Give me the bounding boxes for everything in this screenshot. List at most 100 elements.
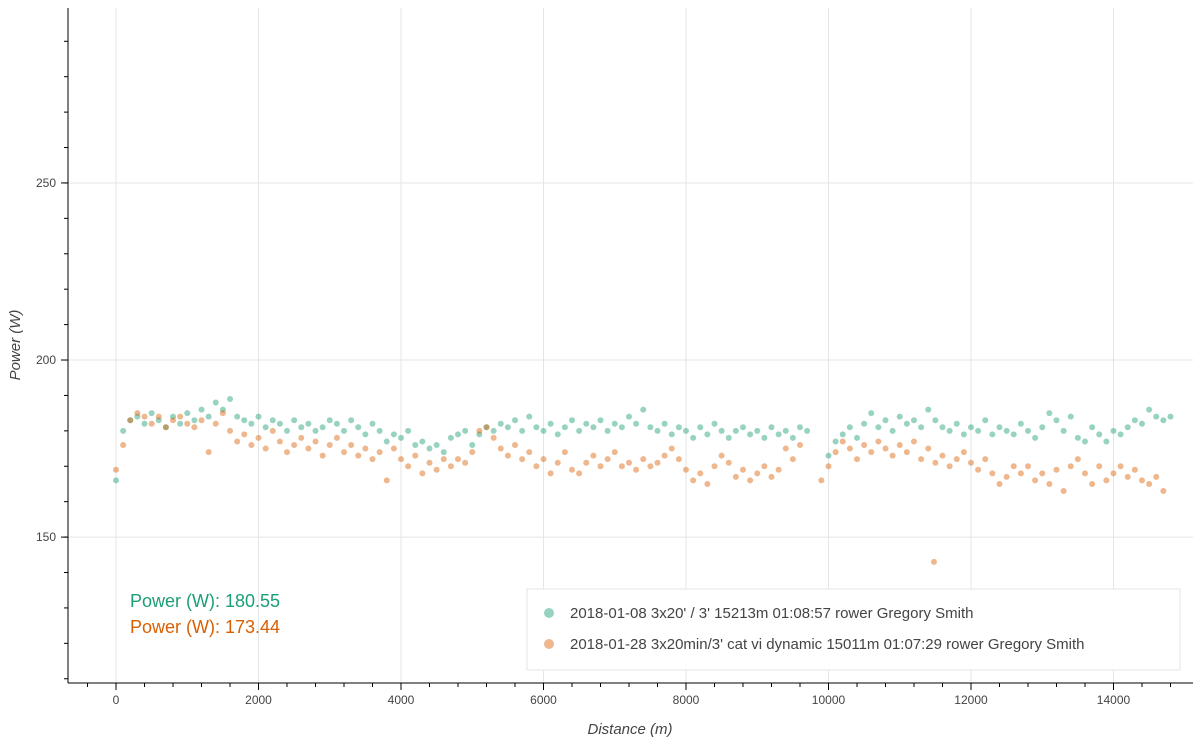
y-axis-title: Power (W) (7, 310, 24, 381)
data-point (476, 427, 483, 434)
data-point (462, 427, 469, 434)
data-point (341, 449, 348, 456)
data-point (590, 424, 597, 431)
data-point (305, 420, 312, 427)
data-point (184, 410, 191, 417)
data-point (654, 459, 661, 466)
data-point (1032, 434, 1039, 441)
data-point (675, 456, 682, 463)
data-point (668, 445, 675, 452)
data-point (604, 427, 611, 434)
data-point (654, 427, 661, 434)
data-point (1110, 470, 1117, 477)
data-point (333, 434, 340, 441)
data-point (348, 417, 355, 424)
data-point (675, 424, 682, 431)
data-point (1074, 456, 1081, 463)
data-point (1153, 413, 1160, 420)
data-point (312, 427, 319, 434)
legend-label-series-1[interactable]: 2018-01-08 3x20' / 3' 15213m 01:08:57 ro… (570, 605, 973, 622)
data-point (440, 456, 447, 463)
data-point (177, 413, 184, 420)
data-point (953, 420, 960, 427)
data-point (1160, 488, 1167, 495)
data-point (690, 477, 697, 484)
data-point (298, 434, 305, 441)
data-point (519, 456, 526, 463)
data-point (661, 452, 668, 459)
data-point (1117, 431, 1124, 438)
data-point (248, 442, 255, 449)
series-2-points (113, 410, 1167, 565)
data-point (1024, 463, 1031, 470)
data-point (291, 417, 298, 424)
data-point (269, 427, 276, 434)
data-point (896, 413, 903, 420)
data-point (198, 417, 205, 424)
data-point (291, 442, 298, 449)
data-point (255, 434, 262, 441)
data-point (967, 459, 974, 466)
data-point (882, 417, 889, 424)
data-point (761, 463, 768, 470)
data-point (704, 480, 711, 487)
data-point (219, 406, 226, 413)
data-point (910, 438, 917, 445)
data-point (1117, 463, 1124, 470)
data-point (184, 420, 191, 427)
data-point (1081, 438, 1088, 445)
data-point (930, 558, 937, 565)
data-point (469, 449, 476, 456)
data-point (1067, 463, 1074, 470)
annotation-power-series-2: Power (W): 173.44 (130, 617, 280, 637)
data-point (390, 431, 397, 438)
data-point (533, 424, 540, 431)
data-point (846, 424, 853, 431)
data-point (419, 438, 426, 445)
data-point (889, 452, 896, 459)
data-point (633, 466, 640, 473)
legend[interactable]: 2018-01-08 3x20' / 3' 15213m 01:08:57 ro… (526, 588, 1181, 671)
data-point (433, 466, 440, 473)
data-point (975, 466, 982, 473)
data-point (953, 456, 960, 463)
data-point (711, 463, 718, 470)
data-point (903, 420, 910, 427)
data-point (640, 456, 647, 463)
data-point (155, 413, 162, 420)
data-point (1110, 427, 1117, 434)
data-point (376, 427, 383, 434)
data-point (804, 427, 811, 434)
data-point (939, 424, 946, 431)
data-point (782, 427, 789, 434)
data-point (1060, 488, 1067, 495)
data-point (141, 413, 148, 420)
data-point (896, 442, 903, 449)
data-point (419, 470, 426, 477)
data-point (889, 427, 896, 434)
x-tick-label: 14000 (1097, 693, 1131, 707)
legend-marker-series-2 (544, 639, 554, 649)
data-point (740, 466, 746, 473)
data-point (1017, 420, 1024, 427)
legend-label-series-2[interactable]: 2018-01-28 3x20min/3' cat vi dynamic 150… (570, 636, 1085, 653)
data-point (512, 417, 519, 424)
data-point (982, 417, 989, 424)
data-point (740, 424, 746, 431)
data-point (198, 406, 205, 413)
data-point (1067, 413, 1074, 420)
data-point (1046, 410, 1053, 417)
data-point (875, 424, 882, 431)
data-point (711, 420, 718, 427)
data-point (162, 424, 169, 431)
data-point (683, 466, 690, 473)
data-point (640, 406, 647, 413)
data-point (276, 438, 283, 445)
data-point (155, 417, 162, 424)
data-point (455, 456, 462, 463)
data-point (1103, 438, 1110, 445)
data-point (796, 424, 803, 431)
data-point (690, 434, 697, 441)
data-point (554, 459, 561, 466)
data-point (967, 424, 974, 431)
